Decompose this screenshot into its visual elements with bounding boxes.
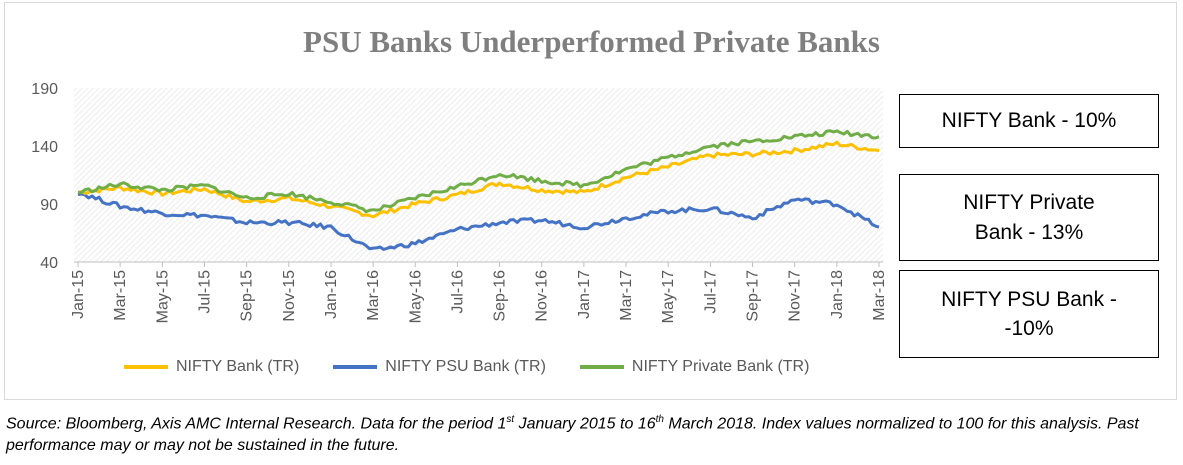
- legend-item-nifty-bank: NIFTY Bank (TR): [124, 358, 299, 376]
- x-tick-label: Mar-17: [618, 270, 635, 321]
- legend-swatch-nifty-private-bank: [579, 365, 624, 369]
- x-tick-label: Sep-15: [239, 270, 256, 322]
- annotation-nifty-psu-bank: NIFTY PSU Bank - -10%: [899, 270, 1159, 358]
- x-tick-label: Nov-17: [787, 270, 804, 322]
- y-tick-label: 90: [40, 197, 58, 214]
- y-tick-label: 40: [40, 255, 58, 272]
- series-line-nifty-private-bank-tr: [77, 129, 880, 214]
- plot-area: [74, 88, 883, 262]
- source-superscript: th: [655, 414, 664, 425]
- x-tick-label: May-17: [660, 270, 677, 323]
- annotation-text-line1: NIFTY Private: [963, 191, 1095, 215]
- x-tick-label: Jul-16: [449, 270, 466, 314]
- chart-frame: [4, 2, 1177, 400]
- legend-swatch-nifty-psu-bank: [333, 365, 378, 369]
- x-tick-label: Nov-16: [534, 270, 551, 322]
- annotation-text: NIFTY Bank - 10%: [941, 109, 1117, 133]
- source-text: January 2015 to 16: [514, 415, 656, 433]
- source-text: Source: Bloomberg, Axis AMC Internal Res…: [6, 415, 507, 433]
- x-tick-label: Jan-18: [829, 270, 846, 319]
- x-tick-label: May-16: [407, 270, 424, 323]
- annotation-nifty-bank: NIFTY Bank - 10%: [899, 94, 1159, 148]
- legend-label: NIFTY Private Bank (TR): [631, 358, 810, 375]
- x-tick-label: Mar-15: [112, 270, 129, 321]
- source-text: March 2018. Index values normalized to 1…: [6, 415, 1139, 455]
- x-tick-label: Jul-17: [702, 270, 719, 314]
- source-superscript: st: [506, 414, 515, 425]
- legend-label: NIFTY PSU Bank (TR): [385, 358, 546, 375]
- chart-title: PSU Banks Underperformed Private Banks: [303, 24, 880, 59]
- annotation-nifty-private-bank: NIFTY Private Bank - 13%: [899, 174, 1159, 261]
- series-line-nifty-bank-tr: [77, 140, 880, 219]
- x-tick-label: May-15: [154, 270, 171, 323]
- x-tick-label: Sep-16: [492, 270, 509, 322]
- x-tick-label: Jul-15: [196, 270, 213, 314]
- annotation-text-line1: NIFTY PSU Bank -: [941, 287, 1117, 311]
- legend-item-nifty-private-bank: NIFTY Private Bank (TR): [579, 358, 810, 376]
- annotation-text-line2: Bank - 13%: [974, 220, 1084, 244]
- series-line-nifty-psu-bank-tr: [77, 192, 880, 251]
- x-tick-label: Jan-17: [576, 270, 593, 319]
- legend-label: NIFTY Bank (TR): [176, 358, 300, 375]
- x-tick-label: Sep-17: [745, 270, 762, 322]
- y-tick-label: 190: [31, 81, 58, 98]
- x-tick-label: Jan-16: [323, 270, 340, 319]
- legend: NIFTY Bank (TR) NIFTY PSU Bank (TR) NIFT…: [124, 358, 843, 376]
- x-tick-label: Nov-15: [281, 270, 298, 322]
- annotation-text-line2: -10%: [1004, 317, 1054, 340]
- source-note: Source: Bloomberg, Axis AMC Internal Res…: [6, 409, 1181, 457]
- legend-item-nifty-psu-bank: NIFTY PSU Bank (TR): [333, 358, 546, 376]
- y-tick-label: 140: [31, 139, 58, 156]
- x-tick-label: Jan-15: [70, 270, 87, 319]
- x-tick-label: Mar-16: [365, 270, 382, 321]
- x-tick-label: Mar-18: [871, 270, 888, 321]
- legend-swatch-nifty-bank: [124, 365, 168, 369]
